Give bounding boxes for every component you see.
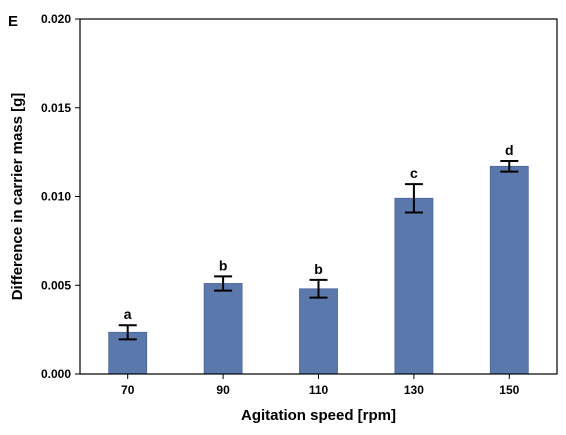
x-axis-title: Agitation speed [rpm] xyxy=(241,407,396,424)
error-bar-130 xyxy=(404,183,423,214)
x-tick-label: 130 xyxy=(404,383,424,397)
bar-130 xyxy=(394,197,434,375)
x-tick-label: 90 xyxy=(216,383,230,397)
bar-150 xyxy=(489,165,529,375)
error-bar-70 xyxy=(118,324,137,341)
panel-label: E xyxy=(8,13,18,30)
y-tick-label: 0.020 xyxy=(41,12,71,26)
y-tick-label: 0.015 xyxy=(41,101,71,115)
x-tick-label: 110 xyxy=(309,383,329,397)
plot-frame xyxy=(79,18,558,375)
y-axis-title: Difference in carrier mass [g] xyxy=(9,93,26,301)
significance-label: b xyxy=(314,261,323,277)
error-bar-150 xyxy=(500,160,519,173)
x-tick-label: 150 xyxy=(499,383,519,397)
x-tick-label: 70 xyxy=(121,383,135,397)
significance-label: c xyxy=(410,165,418,181)
y-tick-label: 0.010 xyxy=(41,190,71,204)
y-tick-label: 0.005 xyxy=(41,278,71,292)
bar-110 xyxy=(299,288,338,375)
significance-label: b xyxy=(219,257,228,273)
significance-label: a xyxy=(124,306,132,322)
error-bar-90 xyxy=(214,275,233,292)
significance-label: d xyxy=(505,142,514,158)
error-bar-110 xyxy=(309,278,328,299)
bar-90 xyxy=(203,283,243,375)
y-tick-label: 0.000 xyxy=(41,367,71,381)
